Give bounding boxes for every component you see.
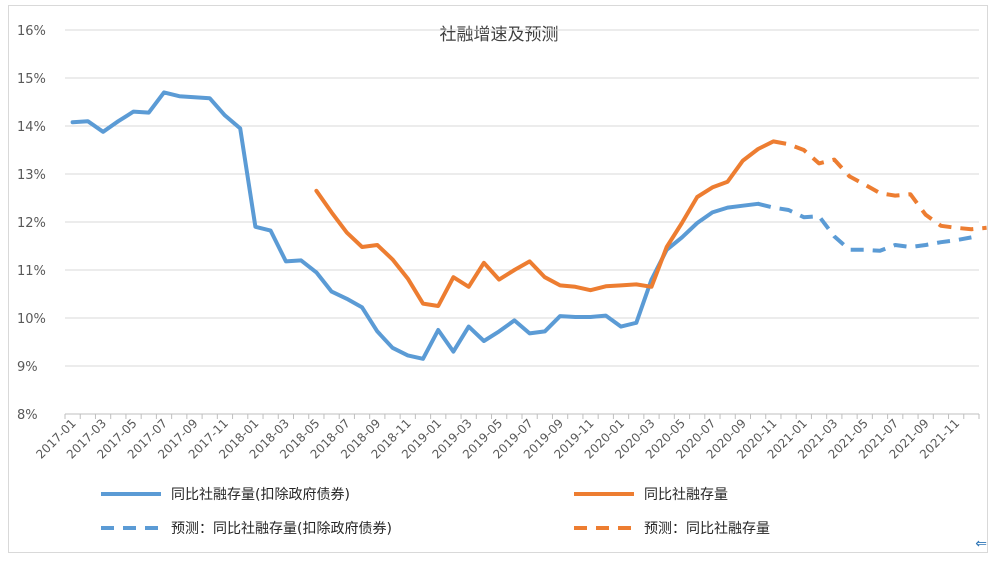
chart-frame: 社融增速及预测 16% 15% 14% 13% 12% 11% 10% 9% 8% 2017-01…	[8, 5, 988, 553]
legend-label: 预测：同比社融存量	[644, 521, 770, 537]
y-tick-label: 12%	[17, 216, 46, 231]
legend-label: 预测：同比社融存量(扣除政府债券)	[171, 521, 392, 537]
line-chart: 社融增速及预测 16%15%14%13%12%11%10%9%8%2017-01…	[17, 24, 987, 537]
series-line-3	[757, 201, 972, 253]
y-tick-label: 16%	[17, 24, 46, 39]
chart-title: 社融增速及预测	[440, 25, 559, 45]
legend-label: 同比社融存量(扣除政府债券)	[171, 487, 350, 503]
y-tick-label: 13%	[17, 168, 46, 183]
y-tick-label: 11%	[17, 264, 46, 279]
y-tick-label: 9%	[17, 360, 38, 375]
corner-arrow-icon: ⇐	[975, 536, 987, 552]
legend-label: 同比社融存量	[644, 487, 728, 503]
y-tick-label: 10%	[17, 312, 46, 327]
y-tick-label: 15%	[17, 72, 46, 87]
y-tick-label: 8%	[17, 408, 38, 423]
series-line-4	[772, 139, 987, 232]
y-tick-label: 14%	[17, 120, 46, 135]
series-line-1	[70, 90, 761, 361]
series-line-2	[314, 139, 776, 308]
